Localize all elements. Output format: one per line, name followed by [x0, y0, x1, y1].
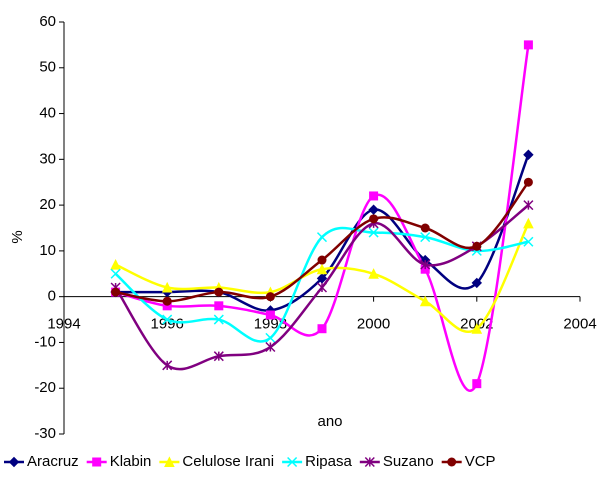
marker [265, 332, 276, 343]
y-tick-label: 20 [39, 196, 56, 213]
marker [316, 263, 328, 275]
legend-item: Ripasa [282, 453, 352, 470]
y-tick-label: 30 [39, 150, 56, 167]
marker [162, 360, 173, 371]
legend-item: Celulose Irani [159, 453, 274, 470]
legend-label: Suzano [383, 453, 434, 470]
marker [523, 177, 533, 187]
marker [420, 223, 430, 233]
marker [523, 149, 534, 160]
marker [369, 214, 379, 224]
marker [213, 351, 224, 362]
y-tick-label: 50 [39, 59, 56, 76]
marker [265, 310, 275, 320]
marker [317, 255, 327, 265]
marker [317, 324, 327, 334]
marker [161, 281, 173, 293]
marker [368, 227, 379, 238]
marker [265, 292, 275, 302]
marker [214, 287, 224, 297]
marker [419, 295, 431, 307]
y-tick-label: 10 [39, 242, 56, 259]
marker [162, 301, 172, 311]
marker [420, 264, 430, 274]
x-axis-label: ano [317, 413, 342, 430]
marker [316, 273, 328, 284]
marker [447, 457, 457, 467]
marker [420, 259, 431, 270]
marker [471, 323, 483, 334]
marker [523, 236, 534, 247]
legend-label: Celulose Irani [182, 453, 274, 470]
marker [287, 456, 298, 468]
legend-label: Aracruz [27, 453, 79, 470]
legend-item: Aracruz [4, 453, 79, 470]
marker [364, 456, 375, 468]
legend-item: VCP [441, 453, 496, 470]
x-tick-label: 2000 [357, 316, 390, 333]
legend-label: Ripasa [305, 453, 352, 470]
marker [92, 457, 102, 467]
y-tick-label: 60 [39, 13, 56, 30]
marker [110, 259, 121, 270]
y-tick-label: -10 [34, 333, 56, 350]
marker [213, 314, 224, 325]
marker [420, 232, 431, 243]
marker [368, 204, 379, 215]
y-tick-label: -20 [34, 379, 56, 396]
marker [523, 200, 534, 211]
marker [162, 296, 172, 306]
marker [110, 268, 121, 279]
marker [214, 301, 224, 311]
marker [472, 241, 482, 251]
legend-item: Klabin [86, 453, 152, 470]
marker [369, 191, 379, 201]
x-tick-label: 2004 [563, 316, 596, 333]
marker [472, 379, 482, 389]
marker [316, 232, 328, 243]
legend-label: VCP [465, 453, 496, 470]
marker [162, 314, 173, 325]
marker [8, 456, 20, 468]
marker [523, 40, 533, 50]
legend-item: Suzano [359, 453, 434, 470]
marker [523, 217, 534, 229]
x-tick-label: 1994 [47, 316, 80, 333]
x-tick-label: 1996 [151, 316, 184, 333]
marker [316, 282, 328, 293]
y-tick-label: -30 [34, 425, 56, 442]
marker [368, 268, 379, 279]
y-axis-label: % [9, 230, 26, 243]
series-line [115, 44, 530, 393]
legend-label: Klabin [110, 453, 152, 470]
marker [265, 341, 276, 353]
series-line [114, 226, 529, 343]
y-tick-label: 0 [48, 288, 56, 305]
y-tick-label: 40 [39, 105, 56, 122]
marker [164, 456, 175, 467]
marker [111, 287, 121, 297]
marker [471, 277, 483, 289]
